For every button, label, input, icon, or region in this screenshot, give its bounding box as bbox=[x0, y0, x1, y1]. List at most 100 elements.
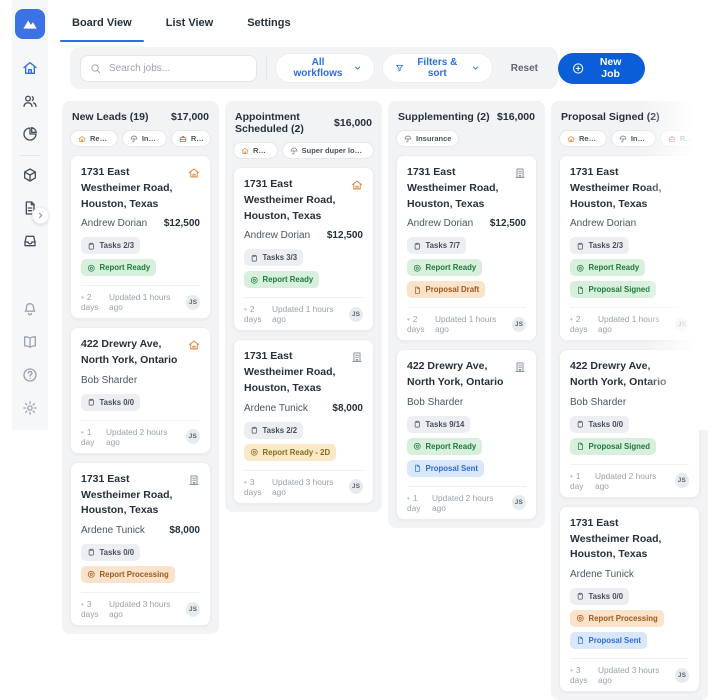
sidebar-item-settings[interactable] bbox=[16, 397, 44, 421]
job-address: 422 Drewry Ave, North York, Ontario bbox=[81, 338, 178, 366]
card-footer: • 2 days Updated 1 hours ago JS bbox=[244, 297, 363, 330]
clipboard-icon bbox=[576, 592, 585, 601]
tab-settings[interactable]: Settings bbox=[233, 9, 304, 42]
filters-sort-button[interactable]: Filters & sort bbox=[382, 54, 492, 82]
updated-label: Updated 2 hours ago bbox=[595, 470, 657, 491]
sidebar-item-inbox[interactable] bbox=[16, 230, 44, 254]
job-card[interactable]: 1731 East Westheimer Road, Houston, Texa… bbox=[70, 461, 211, 626]
assignee-avatar[interactable]: JS bbox=[674, 473, 689, 489]
sidebar-item-reports[interactable] bbox=[16, 123, 44, 147]
new-job-button[interactable]: New Job bbox=[558, 52, 645, 84]
status-chip-report-ready[interactable]: Report Ready bbox=[570, 259, 646, 277]
sidebar-item-home[interactable] bbox=[16, 57, 44, 81]
job-card[interactable]: 1731 East Westheimer Road, Houston, Texa… bbox=[559, 155, 700, 342]
status-chip-proposal-signed[interactable]: Proposal Signed bbox=[570, 437, 657, 455]
status-chip-report-ready[interactable]: Report Ready bbox=[81, 259, 157, 277]
sidebar-expand-button[interactable] bbox=[32, 207, 49, 224]
status-chip-proposal-sent[interactable]: Proposal Sent bbox=[407, 459, 484, 477]
column-title: Appointment Scheduled (2) bbox=[235, 111, 304, 135]
status-chip-report-processing[interactable]: Report Processing bbox=[81, 566, 175, 583]
job-card[interactable]: 1731 East Westheimer Road, Houston, Texa… bbox=[396, 155, 537, 342]
file-icon bbox=[576, 636, 585, 645]
job-card[interactable]: 422 Drewry Ave, North York, Ontario Bob S… bbox=[70, 327, 211, 454]
assignee-avatar[interactable]: JS bbox=[349, 479, 363, 494]
status-chip-proposal-signed[interactable]: Proposal Signed bbox=[570, 281, 657, 299]
search-box[interactable] bbox=[80, 54, 258, 82]
status-chips: Tasks 2/2 Report Ready - 2D bbox=[244, 421, 363, 461]
house-icon bbox=[241, 147, 249, 155]
workflow-tag-super-duper-long-workflow-name[interactable]: Super duper long workflow name ... bbox=[281, 142, 374, 159]
job-meta-row: Bob Sharder bbox=[81, 375, 200, 386]
workflow-tag-label: Insurance bbox=[416, 134, 452, 143]
age-dot-icon: • bbox=[81, 599, 84, 609]
job-age: • 2 days bbox=[244, 304, 272, 324]
job-card[interactable]: 422 Drewry Ave, North York, Ontario Bob S… bbox=[396, 349, 537, 520]
tasks-chip[interactable]: Tasks 0/0 bbox=[570, 588, 630, 605]
tab-board-view[interactable]: Board View bbox=[58, 9, 146, 42]
job-age: • 1 day bbox=[407, 493, 432, 513]
status-chip-report-ready-2d[interactable]: Report Ready - 2D bbox=[244, 443, 337, 461]
age-dot-icon: • bbox=[244, 304, 247, 315]
status-chip-report-ready[interactable]: Report Ready bbox=[244, 271, 320, 289]
assignee-avatar[interactable]: JS bbox=[186, 294, 200, 310]
tasks-chip[interactable]: Tasks 0/0 bbox=[570, 415, 630, 433]
tasks-chip[interactable]: Tasks 7/7 bbox=[407, 237, 467, 255]
workflow-tag-insurance[interactable]: Insurance bbox=[121, 130, 167, 147]
job-address: 1731 East Westheimer Road, Houston, Texa… bbox=[81, 472, 173, 517]
assignee-avatar[interactable]: JS bbox=[185, 429, 200, 445]
job-amount: $12,500 bbox=[489, 218, 526, 230]
assignee-avatar[interactable]: JS bbox=[186, 601, 200, 617]
contact-name: Bob Sharder bbox=[570, 396, 627, 408]
footer-right: Updated 3 hours ago JS bbox=[272, 477, 363, 497]
workflow-tags: Residential Insurance Repairs bbox=[559, 130, 700, 147]
workflows-dropdown[interactable]: All workflows bbox=[276, 54, 374, 82]
pie-chart-icon bbox=[22, 126, 38, 145]
tasks-chip[interactable]: Tasks 3/3 bbox=[244, 249, 304, 267]
job-card[interactable]: 1731 East Westheimer Road, Houston, Texa… bbox=[233, 167, 374, 332]
tasks-chip[interactable]: Tasks 0/0 bbox=[81, 544, 141, 561]
job-card[interactable]: 1731 East Westheimer Road, Houston, Texa… bbox=[70, 155, 211, 320]
status-chip-report-ready[interactable]: Report Ready bbox=[407, 259, 483, 277]
column-cards: 1731 East Westheimer Road, Houston, Texa… bbox=[559, 155, 700, 692]
tasks-chip[interactable]: Tasks 2/3 bbox=[570, 237, 630, 255]
assignee-avatar[interactable]: JS bbox=[512, 316, 526, 332]
column-title: Proposal Signed (2) bbox=[561, 111, 660, 123]
status-chip-proposal-sent[interactable]: Proposal Sent bbox=[570, 632, 647, 649]
reset-button[interactable]: Reset bbox=[501, 63, 548, 74]
sidebar-item-contacts[interactable] bbox=[16, 90, 44, 114]
search-input[interactable] bbox=[107, 61, 248, 75]
workflow-tag-repairs[interactable]: Repairs bbox=[170, 130, 211, 147]
home-icon bbox=[22, 60, 38, 79]
job-card[interactable]: 1731 East Westheimer Road, Houston, Texa… bbox=[233, 339, 374, 504]
job-card[interactable]: 422 Drewry Ave, North York, Ontario Bob S… bbox=[559, 349, 700, 498]
tasks-chip[interactable]: Tasks 2/2 bbox=[244, 421, 304, 439]
status-chip-report-ready[interactable]: Report Ready bbox=[407, 437, 483, 455]
tasks-chip[interactable]: Tasks 0/0 bbox=[81, 393, 141, 411]
workflow-tag-residential[interactable]: Residential bbox=[559, 130, 607, 147]
app-logo[interactable] bbox=[15, 9, 45, 39]
tasks-chip[interactable]: Tasks 2/3 bbox=[81, 237, 141, 255]
job-age: • 3 days bbox=[244, 477, 272, 497]
sidebar-item-notifications[interactable] bbox=[16, 298, 44, 322]
tab-list-view[interactable]: List View bbox=[152, 9, 227, 42]
workflow-tag-insurance[interactable]: Insurance bbox=[610, 130, 656, 147]
sidebar-item-materials[interactable] bbox=[16, 164, 44, 188]
column-cards: 1731 East Westheimer Road, Houston, Texa… bbox=[233, 167, 374, 504]
assignee-avatar[interactable]: JS bbox=[675, 667, 689, 683]
workflow-tag-residential[interactable]: Residential bbox=[70, 130, 118, 147]
sidebar-item-resources[interactable] bbox=[16, 331, 44, 355]
assignee-avatar[interactable]: JS bbox=[511, 495, 526, 511]
sidebar-item-help[interactable] bbox=[16, 364, 44, 388]
workflow-tag-residential[interactable]: Residential bbox=[233, 142, 278, 159]
status-chip-proposal-draft[interactable]: Proposal Draft bbox=[407, 281, 486, 299]
tab-label: Board View bbox=[72, 17, 132, 29]
assignee-avatar[interactable]: JS bbox=[349, 306, 363, 322]
workflow-tag-insurance[interactable]: Insurance bbox=[396, 130, 460, 147]
status-chip-report-processing[interactable]: Report Processing bbox=[570, 610, 664, 627]
clipboard-icon bbox=[87, 398, 96, 407]
workflow-tag-repairs[interactable]: Repairs bbox=[659, 130, 700, 147]
job-card[interactable]: 1731 East Westheimer Road, Houston, Texa… bbox=[559, 505, 700, 692]
assignee-avatar[interactable]: JS bbox=[675, 316, 689, 332]
footer-right: Updated 2 hours ago JS bbox=[432, 493, 526, 513]
tasks-chip[interactable]: Tasks 9/14 bbox=[407, 415, 471, 433]
